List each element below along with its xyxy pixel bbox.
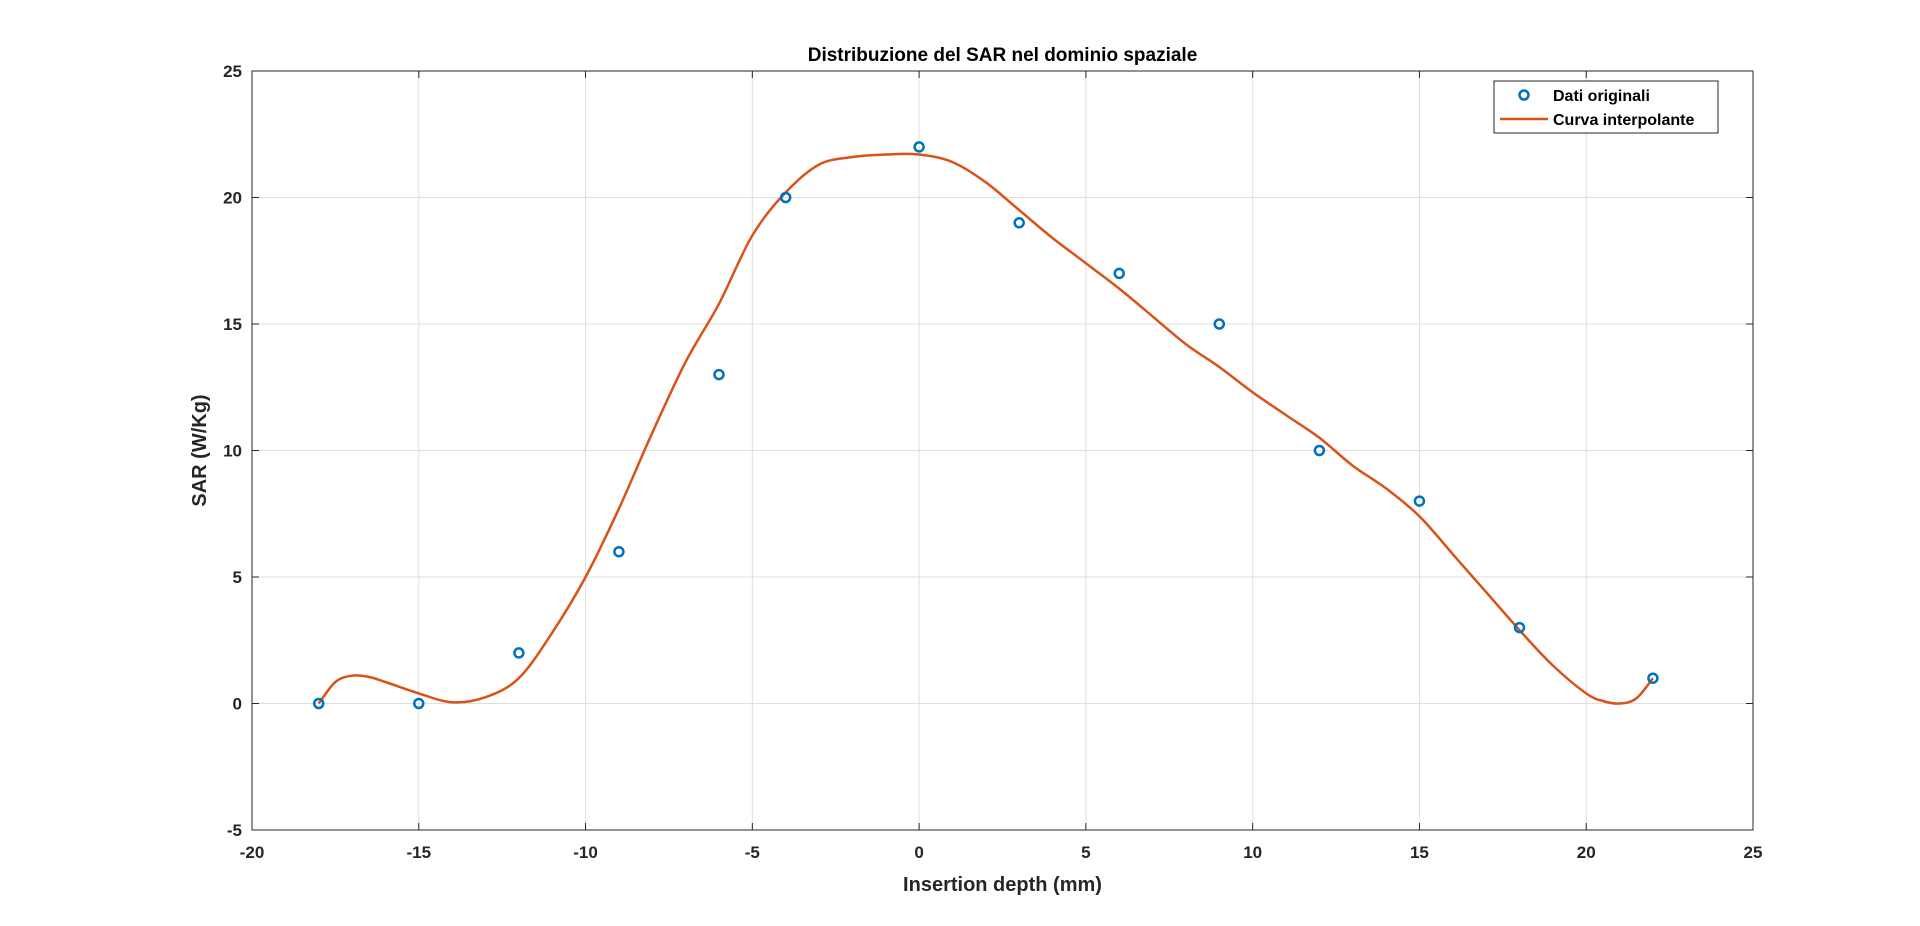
legend: Dati originali Curva interpolante	[1493, 80, 1719, 134]
legend-marker-dati-originali	[1518, 89, 1530, 101]
data-point-dati-originali	[513, 647, 525, 659]
x-tick-label: 25	[1744, 843, 1763, 862]
x-tick-label: 5	[1081, 843, 1090, 862]
data-point-dati-originali	[779, 191, 792, 204]
y-tick-label: 15	[223, 315, 242, 334]
x-tick-label: 15	[1410, 843, 1429, 862]
legend-label-dati-originali: Dati originali	[1553, 88, 1650, 105]
series-layer	[312, 141, 1659, 710]
data-point-dati-originali	[713, 368, 725, 381]
data-point-dati-originali	[1113, 267, 1125, 280]
x-tick-label: -15	[406, 843, 431, 862]
y-tick-label: 20	[223, 189, 242, 208]
data-point-dati-originali	[312, 697, 325, 710]
data-point-dati-originali	[413, 697, 425, 710]
y-tick-label: 0	[233, 695, 242, 714]
x-tick-label: -10	[573, 843, 598, 862]
x-tick-label: 20	[1577, 843, 1596, 862]
chart-title: Distribuzione del SAR nel dominio spazia…	[808, 45, 1198, 66]
x-tick-label: 10	[1243, 843, 1262, 862]
x-tick-label: -5	[745, 843, 760, 862]
y-tick-label: 10	[223, 442, 242, 461]
axis-ticks: -20 -15 -10 -5 0 5 10 15 20 25 -5 0 5 10 15 20 25	[223, 62, 1762, 862]
x-axis-label: Insertion depth (mm)	[903, 874, 1102, 896]
data-point-dati-originali	[613, 545, 625, 558]
data-point-dati-originali	[1513, 621, 1526, 634]
x-tick-label: -20	[240, 843, 265, 862]
y-tick-label: -5	[227, 821, 242, 840]
legend-box	[1493, 80, 1719, 134]
data-point-dati-originali	[1313, 444, 1326, 457]
data-point-dati-originali	[1013, 217, 1025, 229]
y-tick-label: 5	[233, 568, 242, 587]
y-tick-label: 25	[223, 62, 242, 81]
data-point-dati-originali	[1213, 318, 1226, 330]
legend-label-curva-interpolante: Curva interpolante	[1553, 112, 1694, 129]
data-point-dati-originali	[1647, 672, 1659, 684]
x-tick-label: 0	[914, 843, 923, 862]
data-point-dati-originali	[1413, 495, 1426, 507]
y-axis-label: SAR (W/Kg)	[189, 394, 211, 506]
series-line-curva-interpolante	[317, 152, 1654, 705]
data-point-dati-originali	[913, 141, 925, 153]
